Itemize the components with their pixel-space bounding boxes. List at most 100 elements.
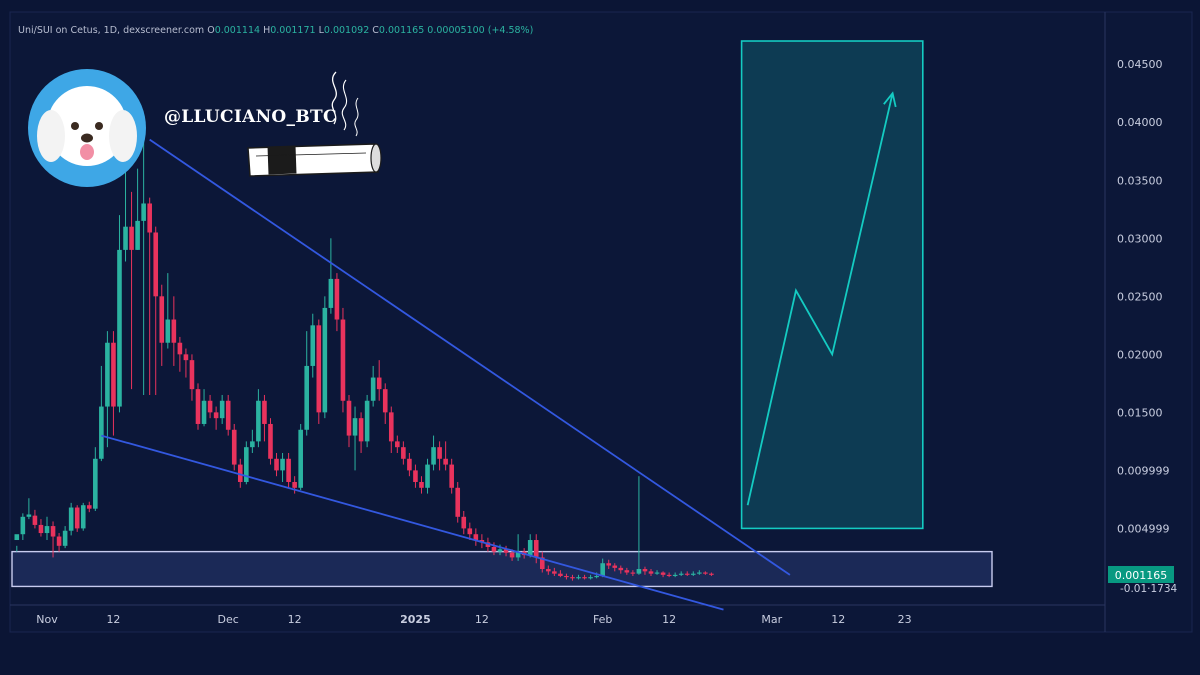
candle-body (322, 307, 328, 413)
candle-body (50, 526, 56, 537)
price-badge-layer: 0.001165 -0.01·1734 (1108, 566, 1178, 595)
candle-body (74, 507, 80, 529)
candle-body (153, 232, 159, 297)
candle-body (147, 203, 152, 233)
candle-body (86, 505, 92, 509)
candle-body (515, 551, 521, 558)
y-tick-label: 0.04000 (1117, 116, 1163, 129)
low-label: L (318, 25, 324, 36)
candle-body (14, 534, 20, 541)
candle-body (600, 563, 605, 576)
x-tick-label: Mar (761, 613, 782, 626)
symbol-header: Uni/SUI on Cetus, 1D, dexscreener.com O0… (18, 25, 533, 36)
candle-body (467, 528, 473, 535)
y-tick-label: 0.03000 (1117, 232, 1163, 245)
candle-body (497, 549, 503, 552)
x-tick-label: Nov (36, 613, 58, 626)
candle-body (135, 220, 140, 250)
candle-body (419, 481, 424, 488)
cigar-icon (247, 71, 382, 177)
x-tick-label: 12 (106, 613, 120, 626)
candle-body (654, 572, 660, 574)
candle-body (413, 470, 418, 482)
candle-body (455, 487, 461, 517)
candle-body (672, 574, 678, 576)
candle-body (606, 563, 612, 566)
y-tick-label: 0.009999 (1117, 464, 1170, 477)
candle-body (310, 325, 316, 366)
candle-body (636, 569, 642, 574)
y-tick-label: 0.04500 (1117, 58, 1163, 71)
candle-body (395, 441, 400, 448)
candle-body (594, 575, 599, 578)
lower-trendline (101, 434, 724, 611)
candle-body (437, 447, 442, 459)
candle-body (612, 565, 618, 568)
candle-body (703, 572, 708, 574)
y-tick-label: 0.02000 (1117, 348, 1163, 361)
candle-body (213, 412, 219, 419)
candle-body (697, 572, 702, 574)
candle-body (165, 319, 171, 343)
candle-body (201, 400, 207, 424)
lower-price-text: -0.01·1734 (1120, 583, 1178, 595)
candle-body (642, 569, 648, 572)
candle-body (56, 536, 62, 546)
candle-body (576, 577, 581, 579)
author-avatar (28, 69, 146, 187)
candle-body (207, 400, 213, 413)
dog-head-icon (47, 86, 127, 166)
candle-body (280, 458, 285, 471)
candle-body (268, 423, 273, 459)
candle-body (274, 458, 279, 471)
candle-body (316, 325, 322, 413)
candle-body (20, 516, 26, 535)
candle-body (26, 514, 32, 517)
trendlines-layer (101, 138, 791, 611)
candle-body (401, 447, 406, 459)
candle-body (491, 546, 497, 552)
last-price-text: 0.001165 (1115, 569, 1168, 582)
candle-body (648, 571, 654, 574)
target-box (740, 40, 924, 530)
candles-layer (14, 133, 714, 581)
candle-body (358, 418, 364, 442)
candle-body (117, 249, 122, 407)
candle-body (99, 406, 104, 459)
candle-body (533, 540, 539, 558)
candle-body (250, 441, 255, 448)
candle-body (431, 447, 436, 465)
projection-arrow-head (883, 91, 897, 108)
candle-body (292, 481, 297, 488)
candle-body (709, 573, 714, 575)
x-tick-label: Feb (593, 613, 612, 626)
price-axis: 0.04500 0.04000 0.03500 0.03000 0.02500 0.020… (1117, 58, 1170, 535)
candle-body (678, 573, 684, 575)
candle-body (582, 577, 587, 579)
author-handle: @LLUCIANO_BTC (164, 107, 337, 127)
candle-body (304, 365, 310, 430)
candle-body (262, 400, 267, 424)
time-axis: Nov 12 Dec 12 2025 12 Feb 12 Mar 12 23 (36, 613, 911, 626)
candle-body (105, 342, 110, 407)
candle-body (370, 377, 376, 401)
candle-body (195, 389, 201, 424)
candle-body (461, 516, 467, 529)
projection-arrow (746, 93, 894, 506)
upper-trendline (149, 138, 791, 576)
low-value: 0.001092 (323, 25, 370, 36)
candle-body (558, 573, 563, 576)
candle-body (407, 458, 412, 471)
last-price-badge (1108, 566, 1174, 583)
candle-body (473, 534, 479, 541)
x-tick-label: Dec (218, 613, 239, 626)
candle-body (340, 319, 346, 401)
candle-body (328, 278, 334, 308)
candle-body (570, 577, 575, 579)
candle-body (38, 524, 44, 534)
support-zone-box (11, 550, 993, 588)
candle-body (68, 507, 74, 531)
candle-body (618, 567, 624, 571)
open-value: 0.001114 (214, 25, 261, 36)
